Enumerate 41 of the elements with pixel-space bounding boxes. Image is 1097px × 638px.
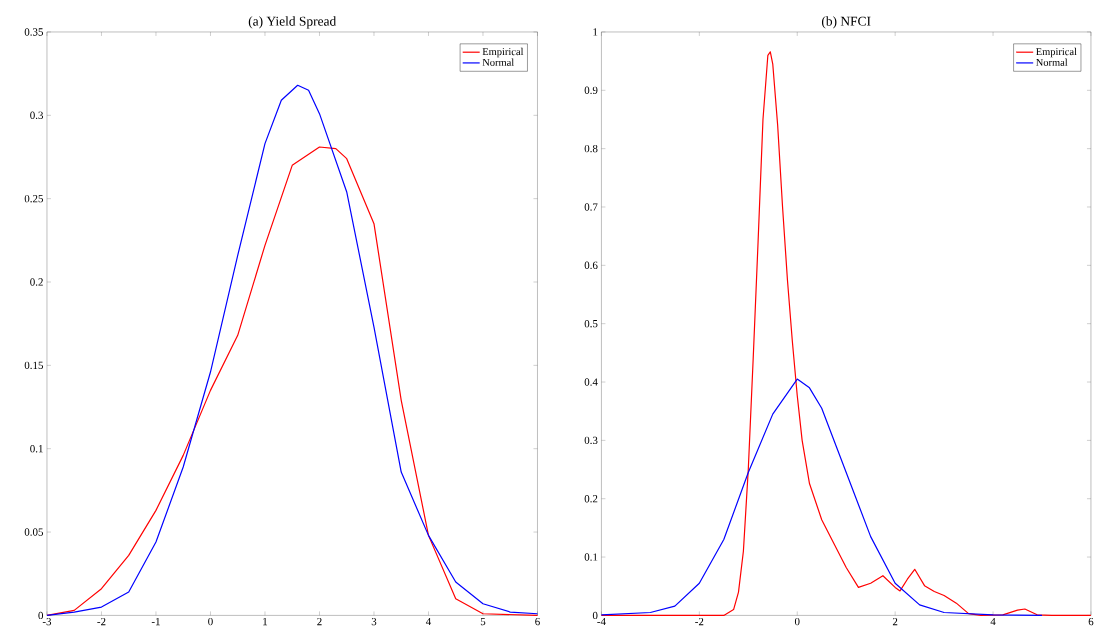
x-tick-label: 2 [892,617,898,625]
x-tick-label: 6 [535,617,540,626]
chart-title: (a) Yield Spread [248,16,337,29]
y-tick-label: 0.25 [24,194,44,203]
x-tick-label: 4 [990,617,996,625]
y-tick-label: 0.9 [584,86,598,94]
y-tick-label: 0.3 [584,436,598,444]
y-tick-label: 0 [592,611,598,619]
x-tick-label: 1 [263,617,268,625]
y-tick-label: 0.15 [24,361,44,369]
legend-label: Empirical [1036,47,1077,58]
x-tick-label: 4 [425,617,432,625]
y-tick-label: 0.2 [30,278,43,286]
y-tick-label: 0.1 [584,553,598,561]
y-tick-label: 0.5 [584,319,598,328]
x-tick-label: -2 [695,617,704,625]
x-tick-label: -2 [97,617,106,625]
x-tick-label: 0 [794,617,800,626]
y-tick-label: 0 [38,611,44,619]
y-tick-label: 0.1 [30,444,43,453]
y-tick-label: 0.4 [584,378,598,386]
y-tick-label: 0.6 [584,261,598,269]
y-tick-label: 0.3 [30,111,44,119]
x-tick-label: 5 [480,617,486,626]
y-tick-label: 1 [593,28,598,36]
x-tick-label: -4 [597,617,606,625]
y-tick-label: 0.7 [584,203,598,211]
legend-label: Normal [1036,58,1068,66]
x-tick-label: -3 [42,617,52,626]
x-tick-label: 0 [208,617,213,626]
legend-label: Empirical [482,47,524,58]
x-tick-label: -1 [151,617,160,625]
legend-label: Normal [482,58,514,66]
x-tick-label: 3 [371,617,377,626]
y-tick-label: 0.05 [24,528,44,536]
y-tick-label: 0.2 [584,494,598,503]
y-tick-label: 0.8 [584,144,598,153]
x-tick-label: 6 [1088,617,1094,626]
x-tick-label: 2 [317,617,322,625]
y-tick-label: 0.35 [24,28,44,36]
chart-title: (b) NFCI [821,16,871,29]
